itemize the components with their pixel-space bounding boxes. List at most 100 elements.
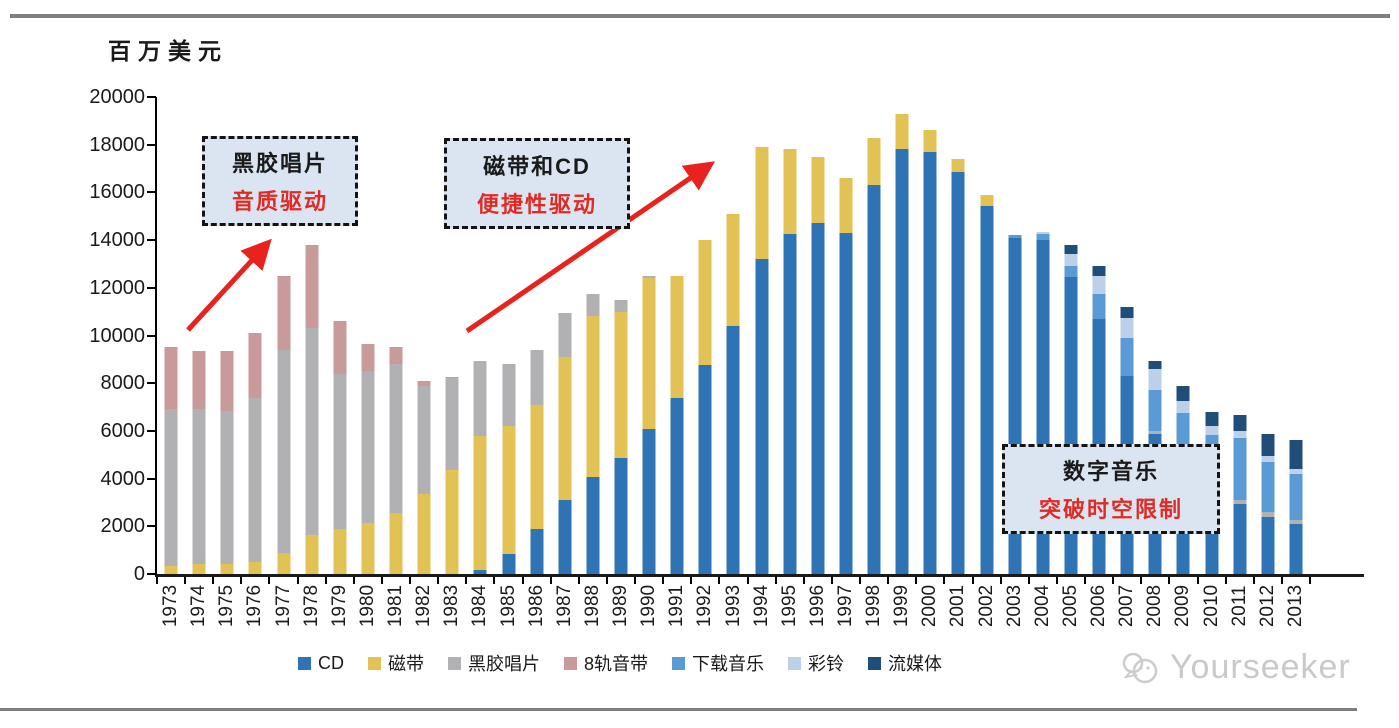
legend-label: 8轨音带: [583, 654, 648, 674]
yourseeker-watermark: Yourseeker: [1118, 648, 1351, 687]
bar-segment: [1092, 293, 1106, 319]
legend-swatch: [447, 656, 461, 670]
bar-segment: [642, 428, 656, 574]
bar-segment: [1233, 503, 1247, 574]
x-tick-label: 2004: [1031, 584, 1053, 628]
stacked-bar-1983: [445, 377, 459, 574]
y-tick-mark: [147, 477, 156, 480]
x-tick-mark: [1196, 577, 1199, 584]
legend-swatch: [868, 656, 881, 670]
bar-segment: [1261, 462, 1275, 513]
legend-label: 磁带: [387, 654, 424, 674]
bar-segment: [670, 275, 684, 398]
x-tick-mark: [1224, 577, 1227, 584]
legend-label: 流媒体: [888, 654, 942, 674]
x-tick-mark: [915, 577, 918, 584]
x-tick-label: 1985: [497, 584, 519, 628]
x-tick-mark: [1309, 577, 1311, 584]
year-slot: [213, 97, 241, 574]
stacked-bar-1978: [305, 244, 319, 574]
year-slot: [860, 97, 888, 574]
stacked-bar-2000: [923, 130, 937, 574]
bar-segment: [1261, 455, 1275, 463]
stacked-bar-1986: [530, 349, 544, 574]
bar-segment: [1148, 430, 1162, 435]
year-slot: [551, 97, 579, 574]
bar-segment: [1289, 520, 1303, 524]
bar-segment: [417, 385, 431, 495]
x-tick-mark: [1140, 577, 1143, 584]
year-slot: [382, 97, 410, 574]
x-tick-label: 1994: [750, 584, 772, 628]
year-slot: [1254, 97, 1282, 574]
bar-segment: [389, 364, 403, 514]
stacked-bar-2013: [1289, 440, 1303, 574]
callout-digital-music: 数字音乐 突破时空限制: [1002, 444, 1220, 534]
legend-swatch: [297, 656, 311, 670]
bar-segment: [558, 312, 572, 357]
x-tick-label: 1973: [160, 584, 182, 628]
x-tick-mark: [380, 577, 383, 584]
year-slot: [804, 97, 832, 574]
stacked-bar-1985: [502, 364, 515, 574]
year-slot: [410, 97, 438, 574]
stacked-bar-1979: [333, 321, 347, 574]
year-slot: [719, 97, 747, 574]
x-tick-label: 1974: [188, 584, 210, 628]
bar-segment: [248, 562, 262, 574]
x-tick-mark: [802, 577, 805, 584]
x-tick-mark: [1112, 577, 1115, 584]
bar-segment: [1289, 440, 1303, 470]
year-slot: [973, 97, 1001, 574]
bar-segment: [726, 325, 740, 574]
x-tick-mark: [1027, 577, 1030, 584]
y-tick-label: 0: [133, 563, 145, 585]
bar-segment: [333, 321, 347, 374]
x-tick-label: 1983: [441, 584, 463, 628]
legend-label: 黑胶唱片: [467, 654, 540, 674]
bar-segment: [670, 397, 684, 574]
x-tick-label: 2003: [1003, 584, 1025, 628]
bar-segment: [1233, 431, 1247, 439]
x-tick-label: 1978: [300, 584, 322, 628]
stacked-bar-1992: [698, 240, 712, 574]
x-tick-label: 1995: [778, 584, 800, 628]
bar-segment: [192, 351, 206, 410]
x-tick-label: 1986: [525, 584, 547, 628]
stacked-bar-1977: [277, 275, 291, 574]
bar-segment: [361, 343, 375, 372]
bar-segment: [895, 113, 909, 150]
y-tick-mark: [147, 525, 156, 528]
bar-segment: [783, 234, 797, 574]
stacked-bar-1976: [248, 333, 262, 574]
x-tick-mark: [887, 577, 890, 584]
bar-segment: [248, 333, 262, 398]
bar-segment: [1064, 254, 1078, 266]
x-tick-label: 2005: [1059, 584, 1081, 628]
year-slot: [354, 97, 382, 574]
bar-segment: [586, 316, 600, 478]
bar-segment: [951, 159, 965, 173]
stacked-bar-1987: [558, 312, 572, 574]
legend-item: 磁带: [367, 650, 424, 676]
bar-segment: [1064, 244, 1078, 255]
x-tick-mark: [212, 577, 215, 584]
bar-segment: [277, 275, 291, 350]
x-tick-label: 2001: [947, 584, 969, 628]
bar-segment: [642, 278, 656, 429]
callout-title: 数字音乐: [1062, 459, 1159, 484]
x-tick-label: 1993: [722, 584, 744, 628]
x-tick-label: 1996: [806, 584, 828, 628]
bar-segment: [586, 477, 600, 574]
year-slot: [494, 97, 522, 574]
y-tick-mark: [147, 334, 156, 337]
y-tick-label: 12000: [89, 276, 145, 299]
bar-segment: [726, 213, 740, 326]
bar-segment: [502, 364, 515, 427]
legend-label: 彩铃: [808, 654, 844, 674]
x-tick-label: 1981: [385, 584, 407, 628]
bar-segment: [698, 240, 712, 366]
bar-segment: [1205, 426, 1219, 435]
callout-title: 磁带和CD: [483, 153, 591, 179]
